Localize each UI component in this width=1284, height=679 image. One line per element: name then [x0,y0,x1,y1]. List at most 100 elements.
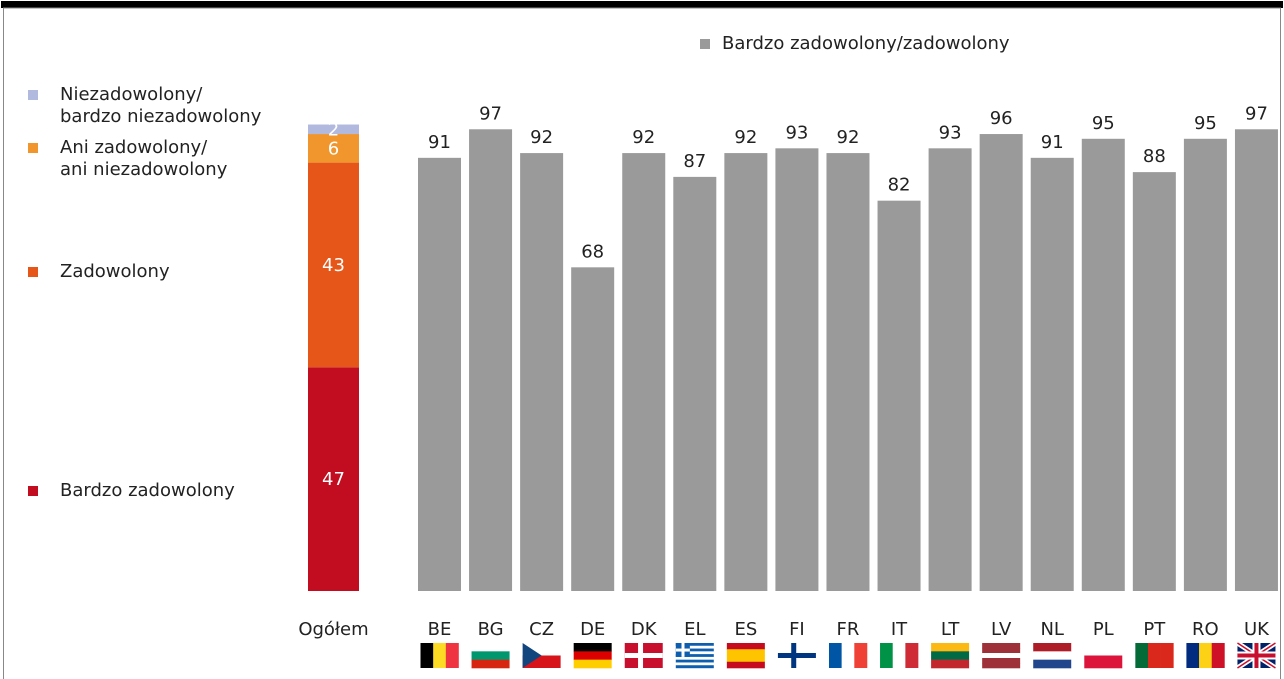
segment-label: 47 [322,469,345,490]
segment-label: 6 [328,138,339,159]
bar [979,134,1023,592]
flag-part [931,643,970,652]
flag-part [726,655,765,663]
flag-part [1033,643,1072,652]
x-tick-label: IT [891,619,908,640]
bar [1030,157,1074,591]
x-tick-label: DK [631,619,658,640]
x-tick-label: LT [941,619,961,640]
bar [673,176,717,591]
flag-part [726,661,765,669]
bar [1234,129,1278,591]
flag-part [675,665,714,669]
flag-part [675,654,714,658]
value-label: 97 [1245,103,1268,124]
value-label: 92 [734,127,757,148]
x-tick-label: FI [789,619,805,640]
flag-part [1237,653,1276,658]
flag-part [675,648,690,652]
x-tick-label: PT [1143,619,1166,640]
flag-part [1084,643,1123,656]
flag-part [675,648,714,652]
value-label: 92 [632,127,655,148]
value-label: 95 [1092,113,1115,134]
flag-part [931,659,970,669]
flag-part [1148,643,1161,668]
bar-segment [308,124,359,135]
value-label: 87 [683,151,706,172]
value-label: 91 [428,132,451,153]
value-label: 88 [1143,146,1166,167]
flag-part [1186,643,1200,668]
flag-part [982,658,1021,664]
flag-part [624,653,663,658]
value-label: 95 [1194,113,1217,134]
bar [826,153,870,591]
flag-part [1211,643,1225,668]
bar [928,148,972,591]
x-tick-label: EL [684,619,705,640]
x-tick-label: BE [428,619,452,640]
bar [571,267,615,591]
x-tick-label: CZ [529,619,554,640]
flag-part [445,643,459,668]
legend-swatch [28,267,38,277]
bar [724,153,768,591]
flag-part [982,653,1021,659]
flag-part [471,659,510,669]
flag-part [471,651,510,660]
bar-segment [308,162,359,368]
bar-segment [308,367,359,591]
legend-swatch [700,39,710,49]
value-label: 93 [785,122,808,143]
flag-part [726,643,765,650]
value-label: 93 [939,122,962,143]
flag-part [982,648,1021,654]
flag-part [675,656,714,660]
x-tick-label: LV [991,619,1012,640]
flag-part [828,643,842,668]
x-tick-label: PL [1093,619,1114,640]
x-tick-label: DE [580,619,605,640]
flag-part [982,663,1021,669]
flag-part [573,659,612,669]
title-strip [1,1,1283,8]
flag-part [1084,655,1123,669]
flag-part [420,643,434,668]
flag-part [841,643,855,668]
flag-part [1033,659,1072,669]
flag-part [880,643,894,668]
legend-label: Bardzo zadowolony [60,480,235,501]
flag-part [1160,643,1174,668]
legend-swatch [28,143,38,153]
x-tick-label: RO [1192,619,1219,640]
value-label: 91 [1041,132,1064,153]
flag-part [675,643,714,646]
value-label: 92 [530,127,553,148]
flag-part [573,651,612,660]
bar [1183,138,1227,592]
bar [877,200,921,591]
legend-label: Zadowolony [60,261,170,282]
flag-part [726,649,765,656]
value-label: 92 [837,127,860,148]
legend-swatch [28,486,38,496]
x-tick-label: BG [478,619,504,640]
flag-part [471,643,510,652]
flag-part [1135,643,1149,668]
x-tick-label: FR [837,619,860,640]
legend-label: Ani zadowolony/ ani niezadowolony [60,137,228,180]
flag-part [573,643,612,652]
value-label: 68 [581,241,604,262]
flag-part [1199,643,1213,668]
segment-label: 2 [328,119,339,140]
flag-part [905,643,919,668]
bar [775,148,819,591]
legend-label: Bardzo zadowolony/zadowolony [722,33,1010,54]
x-tick-label: UK [1244,619,1270,640]
value-label: 97 [479,103,502,124]
flag-part [854,643,868,668]
bar-segment [308,134,359,163]
flag-part [1033,651,1072,660]
